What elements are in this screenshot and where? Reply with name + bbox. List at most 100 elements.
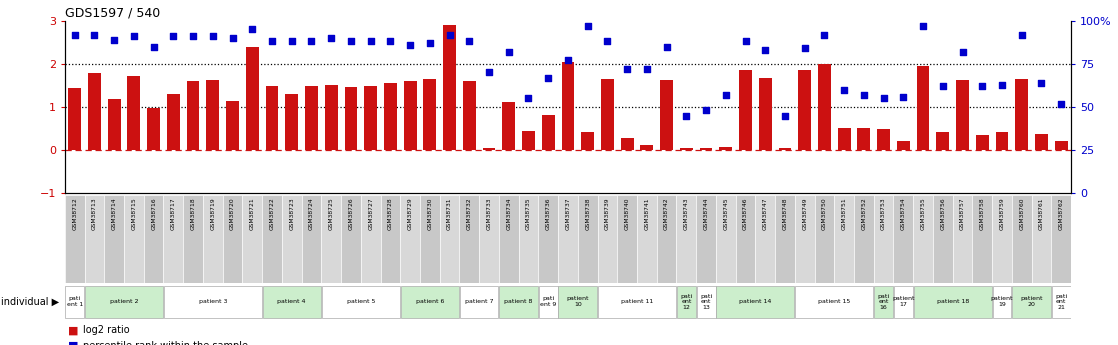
- Bar: [324, 86, 338, 150]
- FancyBboxPatch shape: [400, 195, 420, 283]
- FancyBboxPatch shape: [953, 195, 973, 283]
- Point: [224, 35, 241, 41]
- Text: GSM38747: GSM38747: [762, 198, 768, 230]
- Bar: [778, 148, 792, 150]
- Bar: [148, 108, 160, 150]
- Text: GSM38722: GSM38722: [269, 198, 275, 230]
- Point: [66, 32, 84, 37]
- Text: GSM38723: GSM38723: [290, 198, 294, 230]
- Text: GSM38759: GSM38759: [999, 198, 1004, 230]
- Text: GSM38761: GSM38761: [1039, 198, 1044, 230]
- FancyBboxPatch shape: [282, 195, 302, 283]
- FancyBboxPatch shape: [144, 195, 163, 283]
- Bar: [285, 94, 299, 150]
- Point: [1033, 80, 1051, 86]
- Text: GSM38731: GSM38731: [447, 198, 452, 230]
- FancyBboxPatch shape: [459, 195, 480, 283]
- Bar: [641, 145, 653, 150]
- Text: patient 2: patient 2: [110, 299, 139, 304]
- Point: [815, 32, 833, 37]
- Bar: [542, 115, 555, 150]
- Text: GSM38744: GSM38744: [703, 198, 709, 230]
- FancyBboxPatch shape: [163, 195, 183, 283]
- Text: GSM38714: GSM38714: [112, 198, 116, 230]
- FancyBboxPatch shape: [756, 195, 775, 283]
- Text: pati
ent 1: pati ent 1: [67, 296, 83, 307]
- Bar: [798, 70, 811, 150]
- FancyBboxPatch shape: [834, 195, 854, 283]
- Bar: [719, 147, 732, 150]
- Bar: [443, 25, 456, 150]
- Text: GSM38728: GSM38728: [388, 198, 392, 230]
- Bar: [680, 148, 693, 150]
- FancyBboxPatch shape: [992, 195, 1012, 283]
- Text: GSM38737: GSM38737: [566, 198, 570, 230]
- Text: GSM38751: GSM38751: [842, 198, 846, 230]
- Text: patient 14: patient 14: [739, 299, 771, 304]
- Text: GSM38715: GSM38715: [132, 198, 136, 230]
- Bar: [383, 83, 397, 150]
- FancyBboxPatch shape: [913, 195, 932, 283]
- FancyBboxPatch shape: [500, 286, 538, 318]
- Text: GSM38730: GSM38730: [427, 198, 433, 230]
- Point: [144, 44, 162, 49]
- Text: patient 11: patient 11: [620, 299, 653, 304]
- FancyBboxPatch shape: [439, 195, 459, 283]
- FancyBboxPatch shape: [302, 195, 321, 283]
- FancyBboxPatch shape: [559, 286, 597, 318]
- Point: [934, 83, 951, 89]
- Point: [559, 58, 577, 63]
- FancyBboxPatch shape: [243, 195, 262, 283]
- Bar: [601, 79, 614, 150]
- Bar: [404, 81, 417, 150]
- Point: [894, 94, 912, 99]
- Point: [796, 46, 814, 51]
- Bar: [522, 131, 534, 150]
- Text: individual ▶: individual ▶: [1, 297, 59, 307]
- Text: pati
ent
21: pati ent 21: [1055, 294, 1068, 310]
- Bar: [1015, 79, 1029, 150]
- Point: [244, 27, 262, 32]
- FancyBboxPatch shape: [894, 286, 912, 318]
- Text: patient 5: patient 5: [347, 299, 375, 304]
- FancyBboxPatch shape: [65, 195, 85, 283]
- Text: GSM38735: GSM38735: [525, 198, 531, 230]
- Point: [915, 23, 932, 29]
- Point: [85, 32, 103, 37]
- Text: GSM38743: GSM38743: [684, 198, 689, 230]
- Bar: [305, 86, 318, 150]
- Point: [263, 39, 281, 44]
- Point: [401, 42, 419, 48]
- Text: GSM38732: GSM38732: [467, 198, 472, 230]
- Bar: [207, 80, 219, 150]
- Point: [1052, 101, 1070, 106]
- Text: GSM38753: GSM38753: [881, 198, 887, 230]
- FancyBboxPatch shape: [499, 195, 519, 283]
- Point: [125, 33, 143, 39]
- Point: [500, 49, 518, 55]
- Bar: [937, 132, 949, 150]
- Point: [678, 113, 695, 118]
- Bar: [660, 80, 673, 150]
- Text: patient
10: patient 10: [567, 296, 589, 307]
- Text: GSM38736: GSM38736: [546, 198, 551, 230]
- Point: [381, 39, 399, 44]
- Text: GSM38718: GSM38718: [190, 198, 196, 230]
- Text: ■: ■: [68, 341, 78, 345]
- Bar: [620, 138, 634, 150]
- Point: [776, 113, 794, 118]
- Bar: [127, 76, 141, 150]
- Text: patient
17: patient 17: [892, 296, 915, 307]
- FancyBboxPatch shape: [795, 195, 815, 283]
- Bar: [226, 101, 239, 150]
- FancyBboxPatch shape: [380, 195, 400, 283]
- FancyBboxPatch shape: [717, 286, 795, 318]
- FancyBboxPatch shape: [716, 195, 736, 283]
- Text: GSM38725: GSM38725: [329, 198, 333, 230]
- Text: patient 8: patient 8: [504, 299, 533, 304]
- FancyBboxPatch shape: [104, 195, 124, 283]
- Bar: [187, 81, 199, 150]
- Text: GSM38740: GSM38740: [625, 198, 629, 230]
- FancyBboxPatch shape: [913, 286, 992, 318]
- Bar: [246, 47, 258, 150]
